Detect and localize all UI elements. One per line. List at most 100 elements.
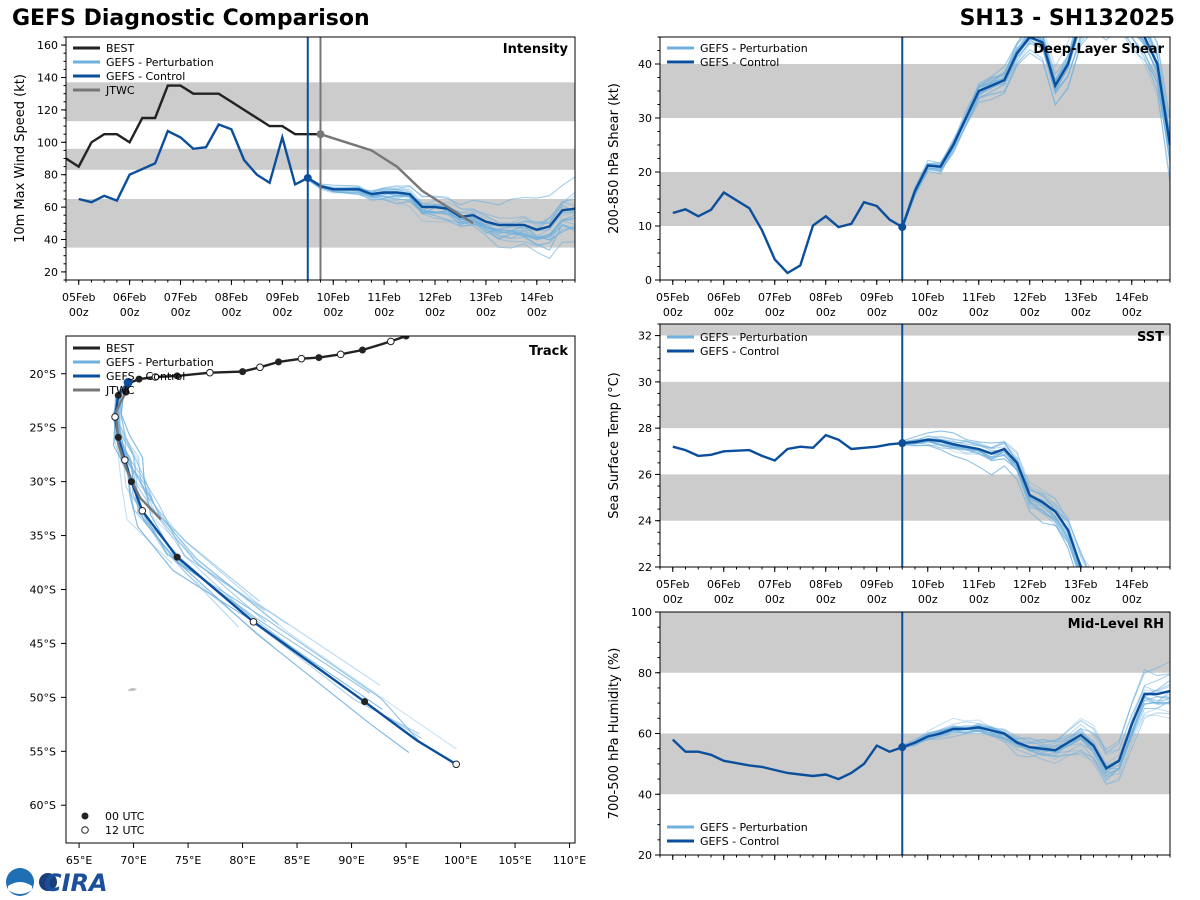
y-tick-label: 30 — [638, 112, 652, 125]
x-tick-hour: 00z — [765, 306, 785, 319]
ensemble-track-line — [115, 382, 424, 746]
ensemble-track-line — [117, 383, 422, 739]
threshold-band — [660, 381, 1170, 429]
track-marker-00utc — [361, 698, 369, 706]
series-line-jtwc — [320, 133, 474, 225]
track-marker-12utc — [151, 373, 160, 381]
y-tick-label: 30 — [638, 376, 652, 389]
track-marker-00utc — [127, 478, 135, 486]
x-tick-hour: 00z — [425, 306, 445, 319]
legend-label: JTWC — [105, 84, 135, 97]
cira-globe-icon — [39, 873, 57, 891]
legend-label: GEFS - Control — [106, 70, 185, 83]
x-tick-hour: 00z — [1071, 593, 1091, 606]
panel-title: SST — [1137, 330, 1164, 345]
plot-area — [111, 336, 460, 769]
y-tick-label: 160 — [37, 39, 58, 52]
threshold-band — [660, 612, 1170, 673]
threshold-band — [660, 474, 1170, 521]
x-tick-label: 85°E — [284, 854, 310, 866]
track-marker-00utc — [114, 433, 122, 441]
track-marker-00utc — [173, 372, 181, 380]
y-tick-label: 30°S — [30, 476, 56, 489]
legend-label: GEFS - Perturbation — [700, 331, 808, 344]
ensemble-track-line — [114, 381, 457, 750]
x-tick-hour: 00z — [323, 306, 343, 319]
panel-title: Mid-Level RH — [1068, 617, 1164, 632]
y-axis-label: 200-850 hPa Shear (kt) — [607, 83, 622, 234]
panel-intensity: 20 40 60 80 100 120 140 160 05Feb 00z 06Feb 00z 07Fe… — [13, 36, 576, 319]
x-tick-date: 12Feb — [1013, 291, 1046, 304]
x-tick-label: 110°E — [553, 854, 586, 866]
x-tick-hour: 00z — [969, 306, 989, 319]
y-tick-label: 45°S — [30, 637, 56, 650]
page-title: GEFS Diagnostic Comparison — [12, 6, 370, 31]
legend-label: GEFS - Control — [700, 345, 779, 358]
track-marker-00utc — [122, 388, 130, 396]
y-tick-label: 60 — [44, 201, 58, 214]
x-tick-date: 09Feb — [266, 291, 299, 304]
x-tick-date: 13Feb — [469, 291, 502, 304]
x-tick-hour: 00z — [765, 593, 785, 606]
ensemble-track-line — [115, 381, 371, 694]
noaa-cira-logo: CIRA — [6, 868, 108, 897]
plot-frame — [65, 335, 576, 844]
x-tick-date: 12Feb — [418, 291, 451, 304]
legend-label: GEFS - Perturbation — [106, 56, 214, 69]
series-line-best — [66, 84, 321, 169]
y-tick-label: 24 — [638, 515, 652, 528]
legend-label: JTWC — [105, 384, 135, 397]
legend-label: GEFS - Perturbation — [700, 821, 808, 834]
y-tick-label: 100 — [631, 606, 652, 619]
legend-label: 12 UTC — [105, 824, 145, 837]
x-tick-label: 75°E — [175, 854, 201, 866]
x-tick-label: 105°E — [498, 854, 531, 866]
x-tick-date: 10Feb — [316, 291, 349, 304]
y-tick-label: 40 — [638, 788, 652, 801]
track-init-marker — [123, 377, 133, 387]
x-tick-hour: 00z — [1020, 593, 1040, 606]
panel-title: Intensity — [503, 42, 569, 57]
x-tick-date: 08Feb — [215, 291, 248, 304]
x-tick-date: 07Feb — [164, 291, 197, 304]
x-tick-date: 06Feb — [113, 291, 146, 304]
threshold-band — [660, 64, 1170, 118]
series-line-gefs-control — [672, 37, 1170, 275]
charts-canvas: 2040608010012014016005Feb00z06Feb00z07Fe… — [13, 36, 1171, 866]
track-marker-00utc — [275, 358, 283, 366]
y-tick-label: 22 — [638, 561, 652, 574]
x-tick-hour: 00z — [222, 306, 242, 319]
ensemble-member-line — [902, 689, 1170, 753]
x-tick-hour: 00z — [272, 306, 292, 319]
y-axis-label: 10m Max Wind Speed (kt) — [13, 74, 28, 243]
x-tick-hour: 00z — [816, 306, 836, 319]
legend-label: GEFS - Perturbation — [106, 356, 214, 369]
kerguelen-island-shape — [128, 687, 138, 691]
x-tick-hour: 00z — [171, 306, 191, 319]
control-init-marker — [303, 173, 312, 182]
y-tick-label: 40°S — [30, 584, 56, 597]
threshold-band — [660, 324, 1170, 336]
y-axis-label: 700-500 hPa Humidity (%) — [607, 648, 622, 820]
x-tick-label: 65°E — [66, 854, 92, 866]
legend-marker-00utc — [81, 812, 89, 820]
x-tick-date: 05Feb — [656, 578, 689, 591]
x-tick-hour: 00z — [527, 306, 547, 319]
y-tick-label: 32 — [638, 330, 652, 343]
y-tick-label: 35°S — [30, 530, 56, 543]
track-marker-00utc — [402, 336, 410, 340]
x-tick-hour: 00z — [969, 593, 989, 606]
plot-area — [660, 37, 1170, 275]
legend-label: GEFS - Control — [106, 370, 185, 383]
x-tick-date: 06Feb — [707, 291, 740, 304]
x-tick-hour: 00z — [476, 306, 496, 319]
ensemble-member-line — [902, 712, 1170, 785]
track-marker-12utc — [256, 363, 264, 372]
x-tick-date: 11Feb — [962, 578, 995, 591]
y-tick-label: 80 — [638, 667, 652, 680]
x-tick-hour: 00z — [120, 306, 140, 319]
panel-track: 65°E 70°E 75°E 80°E 85°E 90°E 95°E 100°E 105°E 11… — [30, 335, 586, 866]
ensemble-member-line — [902, 437, 1088, 567]
y-tick-label: 0 — [645, 274, 652, 287]
x-tick-hour: 00z — [1071, 306, 1091, 319]
